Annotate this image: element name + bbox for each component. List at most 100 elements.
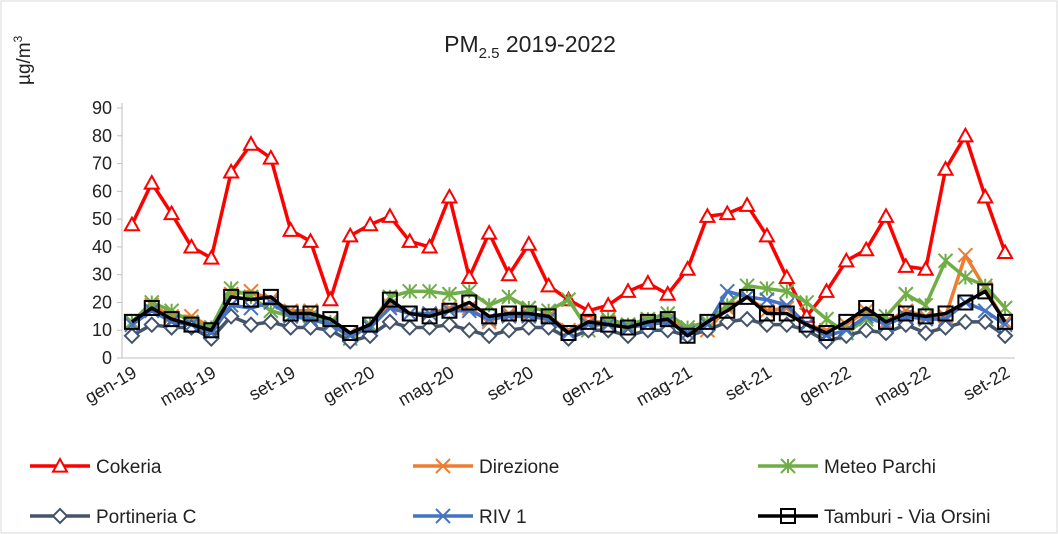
data-point (858, 300, 875, 316)
data-point (162, 204, 181, 221)
data-point (738, 196, 756, 212)
data-point (956, 313, 974, 331)
data-point (936, 160, 955, 176)
data-point (143, 173, 161, 190)
data-point (322, 316, 339, 333)
data-point (996, 243, 1014, 260)
data-point (619, 282, 637, 298)
data-point (242, 316, 260, 334)
data-point (759, 291, 775, 308)
data-point (143, 316, 161, 334)
data-point (957, 294, 974, 311)
data-point (402, 283, 418, 300)
y-tick-label: 50 (92, 209, 112, 229)
data-point (778, 305, 795, 322)
ylabel-part: µg/m (14, 42, 35, 85)
data-point (957, 269, 974, 286)
title-part: 2019-2022 (499, 31, 615, 57)
data-point (342, 325, 359, 341)
data-point (262, 148, 280, 165)
data-point (957, 247, 974, 263)
data-point (401, 232, 419, 248)
legend-marker (780, 508, 796, 524)
data-point (917, 324, 935, 342)
data-point (698, 207, 717, 223)
data-point (719, 302, 736, 319)
legend-label: Portineria C (96, 507, 196, 528)
data-point (719, 283, 735, 300)
data-point (262, 313, 280, 331)
data-point (520, 319, 538, 336)
data-point (540, 308, 557, 325)
y-axis-label: µg/m3 (11, 35, 35, 85)
data-point (937, 305, 954, 322)
data-point (500, 305, 517, 322)
data-point (779, 297, 795, 313)
data-point (282, 319, 300, 336)
data-point (878, 313, 895, 330)
data-point (639, 313, 656, 330)
data-point (441, 286, 458, 302)
data-point (838, 313, 855, 330)
data-point (222, 162, 240, 179)
data-point (242, 291, 259, 308)
data-point (401, 305, 418, 322)
legend-label: Direzione (479, 457, 559, 478)
data-point (779, 283, 795, 300)
data-point (560, 330, 577, 347)
data-point (977, 283, 994, 300)
data-point (778, 268, 796, 285)
data-point (699, 313, 716, 330)
data-point (182, 237, 201, 254)
data-point (659, 285, 677, 301)
data-point (203, 322, 220, 339)
data-point (977, 303, 993, 319)
data-point (639, 273, 657, 290)
ylabel-superscript: 3 (11, 35, 25, 42)
y-tick-label: 80 (92, 126, 112, 146)
data-point (898, 286, 914, 302)
data-point (501, 289, 517, 305)
data-point (857, 321, 875, 339)
y-tick-label: 30 (92, 265, 112, 285)
data-point (480, 327, 498, 345)
data-point (897, 305, 914, 322)
data-point (758, 226, 776, 243)
legend-marker (51, 507, 69, 525)
data-point (480, 223, 498, 240)
data-point (440, 187, 459, 204)
data-point (996, 327, 1014, 345)
data-point (917, 260, 935, 276)
legend-label: Cokeria (96, 457, 162, 478)
data-point (441, 302, 458, 319)
data-point (739, 288, 756, 305)
data-point (976, 187, 994, 204)
legend-label: Tamburi - Via Orsini (824, 507, 990, 528)
data-point (281, 221, 300, 237)
data-point (441, 316, 458, 334)
legend-label: Meteo Parchi (824, 457, 936, 478)
data-point (262, 288, 279, 305)
y-tick-label: 60 (92, 181, 112, 201)
data-point (997, 313, 1014, 330)
data-point (560, 291, 577, 308)
data-point (679, 327, 696, 344)
data-point (223, 297, 239, 313)
data-point (202, 248, 220, 265)
data-point (420, 237, 439, 254)
data-point (837, 251, 856, 268)
data-point (759, 280, 775, 297)
data-point (599, 296, 617, 312)
data-point (976, 313, 994, 331)
data-point (123, 327, 141, 345)
data-point (302, 305, 319, 322)
data-point (897, 257, 915, 273)
data-point (520, 235, 538, 251)
data-point (877, 207, 895, 223)
legend-marker (51, 456, 69, 473)
data-point (282, 305, 299, 322)
data-point (421, 308, 438, 325)
data-point (460, 268, 478, 285)
data-point (243, 300, 259, 316)
legend-label: RIV 1 (479, 507, 527, 528)
